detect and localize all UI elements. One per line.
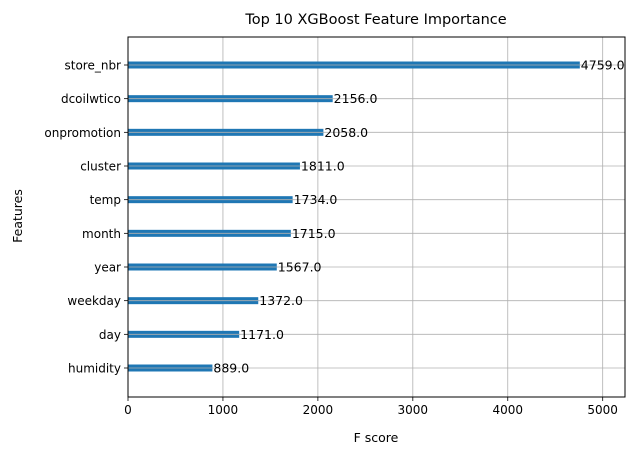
x-tick-label: 2000	[303, 403, 334, 417]
y-tick-label-cluster: cluster	[80, 160, 121, 174]
value-labels: 4759.0 2156.0 2058.0 1811.0 1734.0 1715.0 1567…	[128, 58, 625, 376]
y-tick-label-weekday: weekday	[67, 294, 121, 308]
value-label-humidity: 889.0	[213, 361, 249, 376]
y-tick-label-dcoilwtico: dcoilwtico	[61, 92, 121, 106]
chart-title: Top 10 XGBoost Feature Importance	[244, 12, 506, 28]
value-label-temp: 1734.0	[294, 192, 338, 207]
y-tick-label-temp: temp	[90, 193, 121, 207]
value-label-cluster: 1811.0	[301, 159, 345, 174]
y-tick-label-onpromotion: onpromotion	[44, 126, 121, 140]
value-label-year: 1567.0	[278, 260, 322, 275]
y-axis-ticks: store_nbr dcoilwtico onpromotion cluster tem…	[44, 59, 128, 376]
x-tick-label: 4000	[492, 403, 523, 417]
value-label-weekday: 1372.0	[259, 293, 303, 308]
value-label-day: 1171.0	[240, 327, 284, 342]
y-tick-label-month: month	[82, 227, 121, 241]
axes-frame	[127, 36, 626, 398]
x-axis-label: F score	[354, 430, 399, 445]
x-tick-label: 0	[124, 403, 132, 417]
value-label-dcoilwtico: 2156.0	[334, 91, 378, 106]
value-label-store_nbr: 4759.0	[581, 58, 625, 73]
x-tick-label: 1000	[208, 403, 239, 417]
y-tick-label-day: day	[99, 328, 121, 342]
y-tick-label-store_nbr: store_nbr	[64, 59, 121, 73]
y-tick-label-year: year	[94, 261, 121, 275]
value-label-onpromotion: 2058.0	[324, 125, 368, 140]
value-label-month: 1715.0	[292, 226, 336, 241]
y-tick-label-humidity: humidity	[68, 362, 121, 376]
x-tick-label: 5000	[587, 403, 618, 417]
y-axis-label: Features	[10, 189, 25, 243]
x-axis-ticks: 0 1000 2000 3000 4000 5000	[124, 397, 618, 417]
x-tick-label: 3000	[398, 403, 429, 417]
